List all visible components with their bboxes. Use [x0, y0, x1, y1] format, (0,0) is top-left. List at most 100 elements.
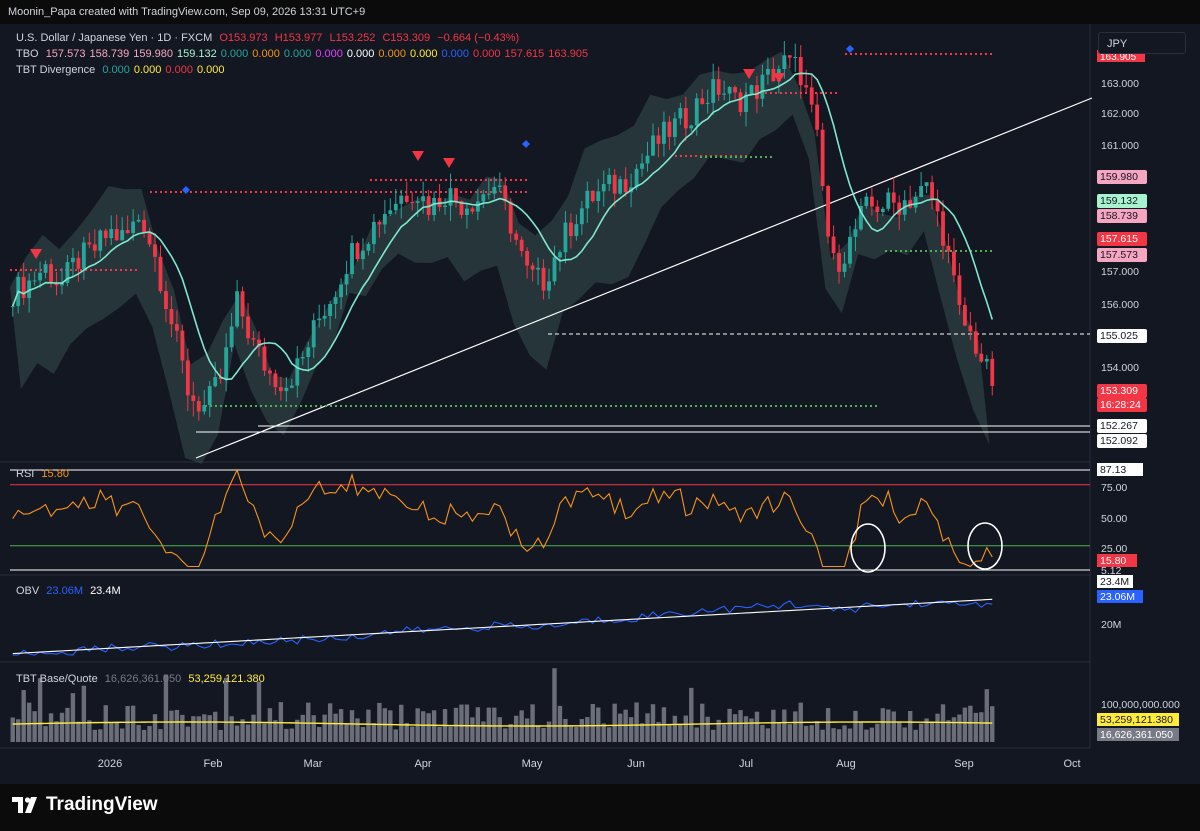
candle-body: [990, 358, 995, 386]
volume-bar: [574, 726, 579, 742]
candle-body: [54, 283, 59, 286]
volume-bar: [399, 704, 404, 742]
volume-bar: [136, 725, 141, 742]
candle-body: [465, 208, 469, 215]
rsi-label: RSI: [16, 468, 35, 480]
candle-body: [875, 206, 880, 213]
candle-body: [257, 339, 261, 347]
trendline: [195, 97, 1093, 459]
obv-axis-tick: 20M: [1101, 619, 1121, 631]
volume-bar: [864, 729, 869, 742]
volume-bar: [196, 716, 201, 742]
candle-body: [749, 85, 754, 95]
candle-body: [623, 179, 628, 193]
obv-tag: 23.06M: [1100, 591, 1135, 603]
tbo-value: 158.739: [89, 48, 130, 60]
candle-body: [667, 121, 672, 137]
rsi-line: [12, 468, 993, 568]
candle-body: [705, 102, 710, 104]
candle-body: [131, 221, 136, 234]
candle-body: [968, 325, 973, 332]
symbol-legend: U.S. Dollar / Japanese Yen · 1D · FXCM O…: [16, 32, 523, 44]
candle-body: [503, 185, 508, 202]
volume-bar: [612, 703, 617, 742]
volume-bar: [727, 708, 732, 742]
volume-bar: [880, 708, 886, 742]
candle-body: [174, 324, 179, 331]
volume-bar: [267, 708, 273, 742]
candle-body: [859, 205, 863, 230]
currency-selector[interactable]: JPY: [1098, 32, 1186, 54]
price-axis-tick: 157.000: [1101, 266, 1139, 278]
tbt-divergence-label: TBT Divergence: [16, 64, 96, 76]
volume-bar: [568, 726, 574, 742]
tradingview-logo: TradingView: [12, 794, 158, 816]
volume-bar: [371, 723, 377, 742]
volume-bar: [404, 722, 409, 742]
candle-body: [837, 253, 841, 272]
candle-body: [377, 221, 382, 225]
volume-bar: [464, 704, 470, 742]
tbo-value: 0.000: [473, 48, 501, 60]
candle-body: [563, 222, 568, 253]
volume-bar: [721, 724, 727, 742]
candle-body: [196, 401, 201, 412]
volume-bar: [223, 677, 229, 742]
tbo-value: 0.000: [378, 48, 406, 60]
volume-bar: [311, 715, 316, 742]
candle-body: [81, 242, 86, 269]
candle-body: [952, 251, 956, 276]
rsi-legend: RSI 15.80: [16, 468, 73, 480]
volume-bar: [410, 726, 415, 742]
volume-bar: [426, 713, 431, 742]
tbo-values: 157.573 158.739 159.980 159.132 0.000 0.000 0.…: [46, 48, 592, 60]
candle-body: [38, 272, 43, 281]
volume-bar: [169, 710, 174, 742]
candle-body: [820, 129, 825, 187]
volume-bar: [98, 729, 103, 742]
sell-signal-marker: [412, 151, 424, 161]
volume-bar: [836, 729, 842, 742]
time-axis-tick: Sep: [954, 758, 974, 770]
volume-bar: [710, 729, 716, 742]
candles-group: [10, 40, 995, 421]
volume-bar: [809, 725, 814, 742]
candle-body: [410, 201, 415, 203]
volume-bar: [814, 721, 820, 742]
candle-body: [596, 191, 601, 202]
candle-body: [43, 264, 48, 273]
volume-bar: [130, 705, 136, 742]
volume-bar: [902, 727, 907, 742]
tbt-base-quote-legend: TBT Base/Quote 16,626,361.050 53,259,121…: [16, 673, 269, 685]
candle-body: [21, 276, 26, 299]
tbo-value: 163.905: [548, 48, 589, 60]
obv-tag-bg: [1097, 575, 1133, 588]
volume-bar: [754, 711, 760, 742]
volume-bar: [163, 674, 169, 742]
candle-body: [76, 257, 81, 269]
tbt-bq-label: TBT Base/Quote: [16, 673, 98, 685]
volume-bar: [973, 712, 979, 742]
candle-body: [651, 135, 655, 156]
candle-body: [185, 360, 190, 396]
volume-bar: [349, 710, 355, 742]
price-tag: 159.132: [1100, 195, 1138, 207]
tbo-value: 159.980: [133, 48, 173, 60]
rsi-axis-tick: 25.00: [1101, 543, 1127, 555]
volume-bar: [191, 716, 196, 742]
volume-bar: [388, 710, 393, 742]
chart-svg[interactable]: 163.000 162.000 161.000 157.000 156.000 154.0…: [0, 24, 1200, 784]
price-tag-bg: [1097, 194, 1147, 208]
volume-bar: [645, 713, 650, 742]
volume-bar: [229, 716, 234, 742]
rsi-annotation-circle-2: [967, 522, 1003, 570]
candle-body: [880, 208, 885, 213]
chart-area[interactable]: 163.000 162.000 161.000 157.000 156.000 154.0…: [0, 24, 1200, 784]
candle-body: [886, 192, 891, 209]
candle-body: [164, 291, 168, 310]
time-axis-tick: May: [522, 758, 543, 770]
candle-body: [831, 236, 836, 254]
candle-body: [579, 208, 584, 225]
price-tag-bg: [1097, 170, 1147, 184]
volume-bar: [732, 714, 738, 742]
